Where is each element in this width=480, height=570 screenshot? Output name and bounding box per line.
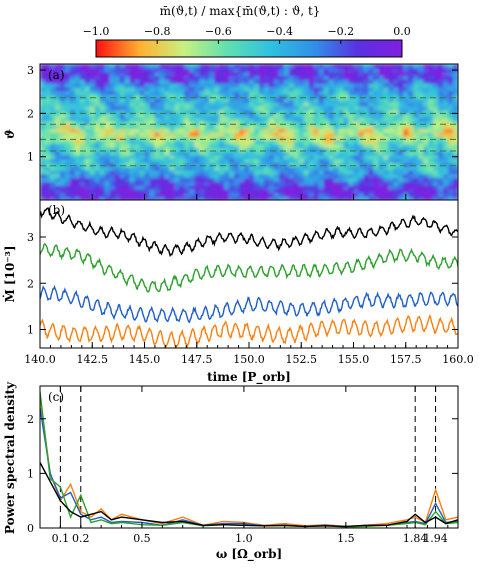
panel-c-xtick-label: 1.5 bbox=[337, 532, 355, 545]
heatmap bbox=[40, 64, 458, 200]
colorbar-gradient bbox=[95, 39, 403, 58]
panel-b-xtick-label: 160.0 bbox=[442, 353, 474, 366]
panel-c-xtick-label: 1.0 bbox=[235, 532, 253, 545]
panel-c-lines bbox=[40, 386, 458, 528]
panel-c-frame bbox=[39, 385, 459, 529]
panel-b-xtick-label: 142.5 bbox=[77, 353, 109, 366]
colorbar: m̄(ϑ,t) / max{m̄(ϑ,t) : ϑ, t} −1.0 −0.8 −0… bbox=[83, 4, 411, 58]
panel-c-xlabel: ω [Ω_orb] bbox=[216, 547, 282, 562]
panel-b: (b) Ṁ [10⁻³] time [P_orb] 140.0 142.5 145.… bbox=[2, 194, 474, 385]
panel-a-ytick-label: 1 bbox=[27, 151, 34, 164]
panel-c-ytick-label: 1 bbox=[27, 467, 34, 480]
colorbar-tick-label: −0.6 bbox=[205, 25, 232, 38]
colorbar-tick-label: −1.0 bbox=[83, 25, 110, 38]
colorbar-tick-label: −0.8 bbox=[144, 25, 171, 38]
panel-c-ytick-label: 0 bbox=[27, 522, 34, 535]
panel-b-ylabel: Ṁ [10⁻³] bbox=[2, 245, 17, 302]
panel-c: (c) Power spectral density ω [Ω_orb] 0.1… bbox=[3, 381, 459, 562]
colorbar-title: m̄(ϑ,t) / max{m̄(ϑ,t) : ϑ, t} bbox=[160, 4, 321, 18]
panel-c-xtick-label: 0.5 bbox=[133, 532, 151, 545]
panel-c-ticks: 0.1 0.2 0.5 1.0 1.5 1.841.94 0 1 2 bbox=[27, 386, 458, 545]
panel-b-ticks: 140.0 142.5 145.0 147.5 150.0 152.5 155.0 157.5… bbox=[24, 194, 474, 366]
panel-a: (a) ϑ 1 2 3 bbox=[3, 63, 459, 201]
colorbar-tick-label: 0.0 bbox=[393, 25, 411, 38]
psd-line bbox=[40, 462, 458, 528]
panel-b-xtick-label: 155.0 bbox=[338, 353, 370, 366]
panel-a-ytick-label: 3 bbox=[27, 64, 34, 77]
panel-c-xtick-label: 0.1 bbox=[52, 532, 70, 545]
psd-line bbox=[40, 407, 458, 528]
colorbar-tick-label: −0.4 bbox=[266, 25, 293, 38]
panel-b-ytick-label: 2 bbox=[27, 277, 34, 290]
panel-c-xtick-label: 0.2 bbox=[72, 532, 90, 545]
panel-c-ytick-label: 2 bbox=[27, 413, 34, 426]
panel-b-xtick-label: 150.0 bbox=[233, 353, 265, 366]
psd-line bbox=[40, 391, 458, 528]
panel-b-xlabel: time [P_orb] bbox=[207, 370, 291, 385]
panel-a-label: (a) bbox=[48, 68, 65, 82]
panel-b-label: (b) bbox=[48, 203, 65, 217]
panel-b-ytick-label: 1 bbox=[27, 324, 34, 337]
psd-line bbox=[40, 396, 458, 528]
panel-a-ticks: 1 2 3 bbox=[27, 64, 458, 164]
panel-c-xtick-label: 1.84 bbox=[403, 532, 428, 545]
heatmap-cells bbox=[40, 64, 458, 200]
panel-b-xtick-label: 145.0 bbox=[129, 353, 161, 366]
panel-b-xtick-label: 152.5 bbox=[286, 353, 318, 366]
panel-a-ytick-label: 2 bbox=[27, 107, 34, 120]
panel-b-xtick-label: 140.0 bbox=[24, 353, 56, 366]
panel-c-label: (c) bbox=[48, 390, 64, 404]
panel-b-xtick-label: 147.5 bbox=[181, 353, 213, 366]
panel-c-xtick-label: 1.94 bbox=[423, 532, 448, 545]
timeseries-line bbox=[40, 313, 458, 348]
panel-b-lines bbox=[40, 207, 458, 348]
panel-b-frame bbox=[39, 199, 459, 349]
panel-c-ylabel: Power spectral density bbox=[3, 381, 17, 534]
panel-a-ylabel: ϑ bbox=[3, 129, 17, 139]
timeseries-line bbox=[40, 242, 458, 293]
colorbar-ticks: −1.0 −0.8 −0.6 −0.4 −0.2 0.0 bbox=[83, 25, 411, 44]
colorbar-tick-label: −0.2 bbox=[327, 25, 354, 38]
timeseries-line bbox=[40, 207, 458, 258]
panel-b-ytick-label: 3 bbox=[27, 231, 34, 244]
panel-b-xtick-label: 157.5 bbox=[390, 353, 422, 366]
timeseries-line bbox=[40, 284, 458, 324]
